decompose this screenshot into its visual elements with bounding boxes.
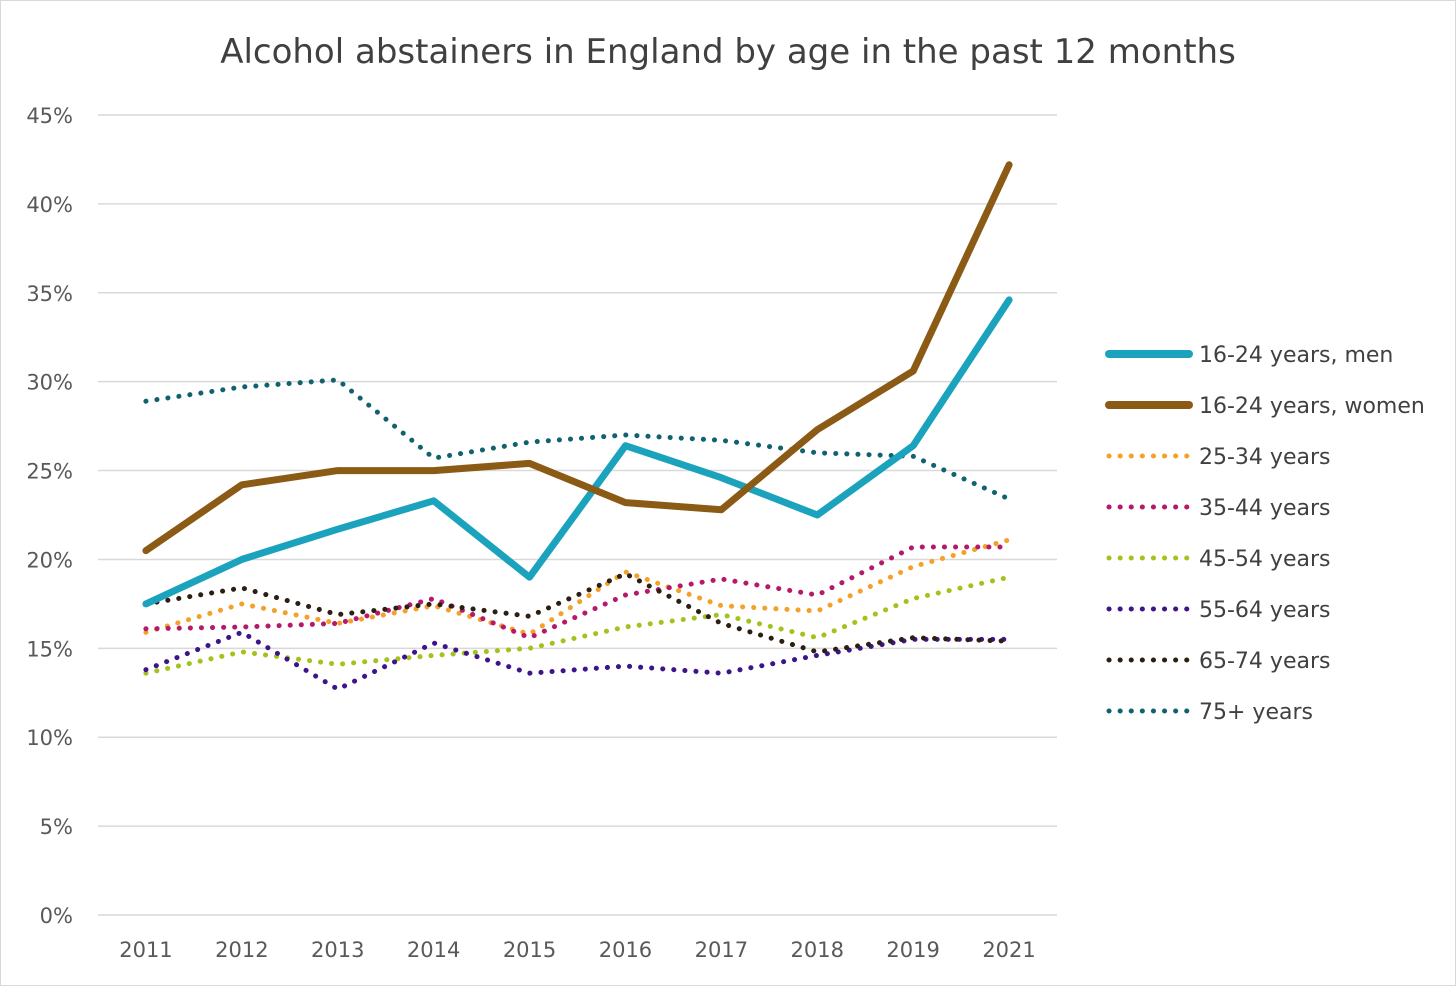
legend-label: 55-64 years: [1199, 598, 1330, 623]
y-tick-label: 0%: [40, 904, 73, 928]
y-tick-label: 35%: [26, 282, 73, 306]
x-tick-label: 2017: [695, 938, 748, 962]
series-lines: [142, 161, 1013, 692]
series-line-75-years: [143, 377, 1012, 502]
legend-label: 16-24 years, women: [1199, 394, 1425, 419]
chart-title: Alcohol abstainers in England by age in …: [220, 32, 1236, 72]
series-45-54-years: [143, 574, 1012, 676]
series-65-74-years: [143, 571, 1012, 655]
y-tick-label: 5%: [40, 815, 73, 839]
legend: 16-24 years, men 16-24 years, women 25-34 …: [1105, 343, 1425, 725]
legend-item-35-44-years: 35-44 years: [1106, 496, 1330, 521]
y-tick-label: 10%: [26, 726, 73, 750]
series-line-35-44-years: [143, 544, 1012, 641]
x-tick-label: 2018: [791, 938, 844, 962]
y-tick-label: 30%: [26, 371, 73, 395]
series-line-65-74-years: [143, 571, 1012, 655]
legend-label: 25-34 years: [1199, 445, 1330, 470]
x-axis-tick-labels: 2011 2012 2013 2014 2015 2016 2017 2018 2019 2021: [119, 938, 1036, 962]
y-axis-tick-labels: 0% 5% 10% 15% 20% 25% 30% 35% 40% 45%: [26, 104, 73, 928]
series-line-45-54-years: [143, 574, 1012, 676]
legend-item-65-74-years: 65-74 years: [1106, 649, 1330, 674]
legend-item-45-54-years: 45-54 years: [1106, 547, 1330, 572]
x-tick-label: 2021: [982, 938, 1035, 962]
series-35-44-years: [143, 544, 1012, 641]
series-75-years: [143, 377, 1012, 502]
legend-item-16-24-years-men: 16-24 years, men: [1105, 343, 1393, 368]
series-16-24-years-men: [142, 296, 1013, 608]
series-16-24-years-women: [142, 161, 1013, 555]
legend-item-25-34-years: 25-34 years: [1106, 445, 1330, 470]
x-tick-label: 2016: [599, 938, 652, 962]
legend-label: 65-74 years: [1199, 649, 1330, 674]
series-25-34-years: [143, 537, 1012, 637]
series-line-16-24-years-men: [142, 296, 1013, 608]
y-tick-label: 25%: [26, 460, 73, 484]
x-tick-label: 2014: [407, 938, 460, 962]
legend-label: 16-24 years, men: [1199, 343, 1393, 368]
legend-label: 45-54 years: [1199, 547, 1330, 572]
x-tick-label: 2015: [503, 938, 556, 962]
legend-item-75-years: 75+ years: [1106, 700, 1313, 725]
y-tick-label: 20%: [26, 548, 73, 572]
y-tick-label: 40%: [26, 193, 73, 217]
series-line-25-34-years: [143, 537, 1012, 637]
legend-item-55-64-years: 55-64 years: [1106, 598, 1330, 623]
series-line-16-24-years-women: [142, 161, 1013, 555]
gridlines: [98, 114, 1057, 916]
legend-item-16-24-years-women: 16-24 years, women: [1105, 394, 1425, 419]
x-tick-label: 2012: [215, 938, 268, 962]
legend-label: 75+ years: [1199, 700, 1313, 725]
y-tick-label: 15%: [26, 637, 73, 661]
x-tick-label: 2013: [311, 938, 364, 962]
legend-label: 35-44 years: [1199, 496, 1330, 521]
x-tick-label: 2019: [886, 938, 939, 962]
y-tick-label: 45%: [26, 104, 73, 128]
x-tick-label: 2011: [119, 938, 172, 962]
